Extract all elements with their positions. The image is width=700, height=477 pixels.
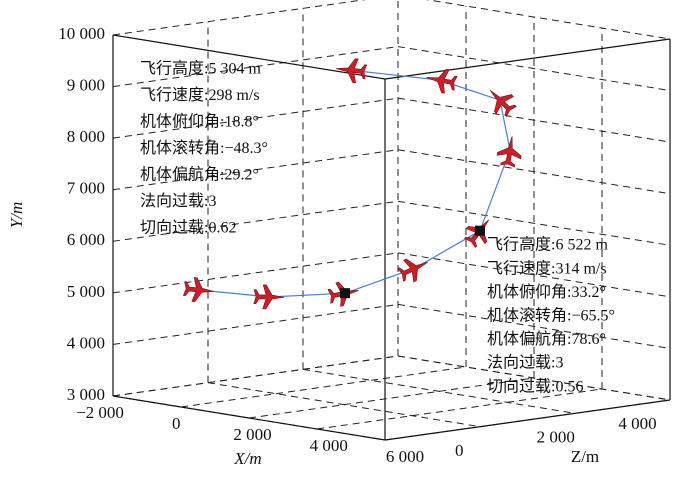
annotation-text: 机体偏航角:78.6° [487, 330, 606, 348]
aircraft [426, 68, 458, 94]
annotation-text: 切向过载:0.62 [140, 219, 236, 237]
y-axis-label: Y/m [7, 202, 26, 228]
annotation-text: 机体偏航角:29.2° [140, 166, 259, 184]
z-tick-label: 4 000 [618, 414, 656, 433]
x-tick-label: 6 000 [386, 447, 424, 466]
grid-line [425, 0, 671, 40]
x-tick-label: −2 000 [76, 403, 124, 422]
y-tick-label: 6 000 [67, 230, 105, 249]
z-tick-label: 2 000 [537, 428, 575, 447]
annotation-text: 飞行高度:6 522 m [487, 236, 608, 254]
y-tick-label: 8 000 [67, 127, 105, 146]
annotation-text: 法向过载:3 [140, 192, 216, 210]
y-tick-label: 4 000 [67, 333, 105, 352]
grid-line [112, 252, 399, 294]
grid-line [397, 252, 671, 298]
grid-line [302, 368, 576, 414]
aircraft [253, 284, 285, 310]
y-tick-label: 10 000 [58, 24, 105, 43]
y-tick-label: 3 000 [67, 385, 105, 404]
annotation-text: 切向过载:0.56 [487, 377, 583, 395]
grid-line [207, 382, 481, 428]
aircraft [397, 258, 428, 283]
annotation-text: 法向过载:3 [487, 354, 563, 372]
axis-edge [384, 38, 671, 80]
annotation-text: 飞行高度:5 304 m [140, 60, 261, 78]
aircraft [489, 90, 517, 117]
x-tick-label: 4 000 [310, 436, 348, 455]
y-tick-label: 7 000 [67, 179, 105, 198]
aircraft [182, 277, 215, 302]
annotation-text: 飞行速度:298 m/s [140, 86, 260, 104]
grid-line [180, 366, 467, 408]
y-tick-label: 5 000 [67, 282, 105, 301]
annotation-text: 飞行速度:314 m/s [487, 259, 607, 277]
grid-line [112, 0, 366, 36]
aircraft [336, 58, 368, 84]
z-axis-label: Z/m [571, 447, 599, 466]
annotation-text: 机体滚转角:−65.5° [487, 306, 615, 324]
annotation-text: 机体俯仰角:33.2° [487, 283, 606, 301]
axis-edge [112, 34, 386, 80]
x-tick-label: 0 [172, 414, 181, 433]
y-tick-label: 9 000 [67, 75, 105, 94]
annotation-text: 机体滚转角:−48.3° [140, 139, 268, 157]
state-marker [475, 225, 486, 236]
x-tick-label: 2 000 [233, 425, 271, 444]
aircraft [496, 136, 522, 168]
x-axis-label: X/m [233, 449, 261, 468]
state-marker [340, 288, 351, 299]
axis-edge [384, 399, 671, 441]
grid-line [397, 200, 671, 246]
annotation-text: 机体俯仰角:18.8° [140, 113, 259, 131]
grid-line [112, 303, 399, 345]
grid-line [397, 46, 671, 92]
z-tick-label: 0 [455, 441, 464, 460]
axis-edge [112, 395, 386, 441]
grid-line [397, 355, 671, 401]
